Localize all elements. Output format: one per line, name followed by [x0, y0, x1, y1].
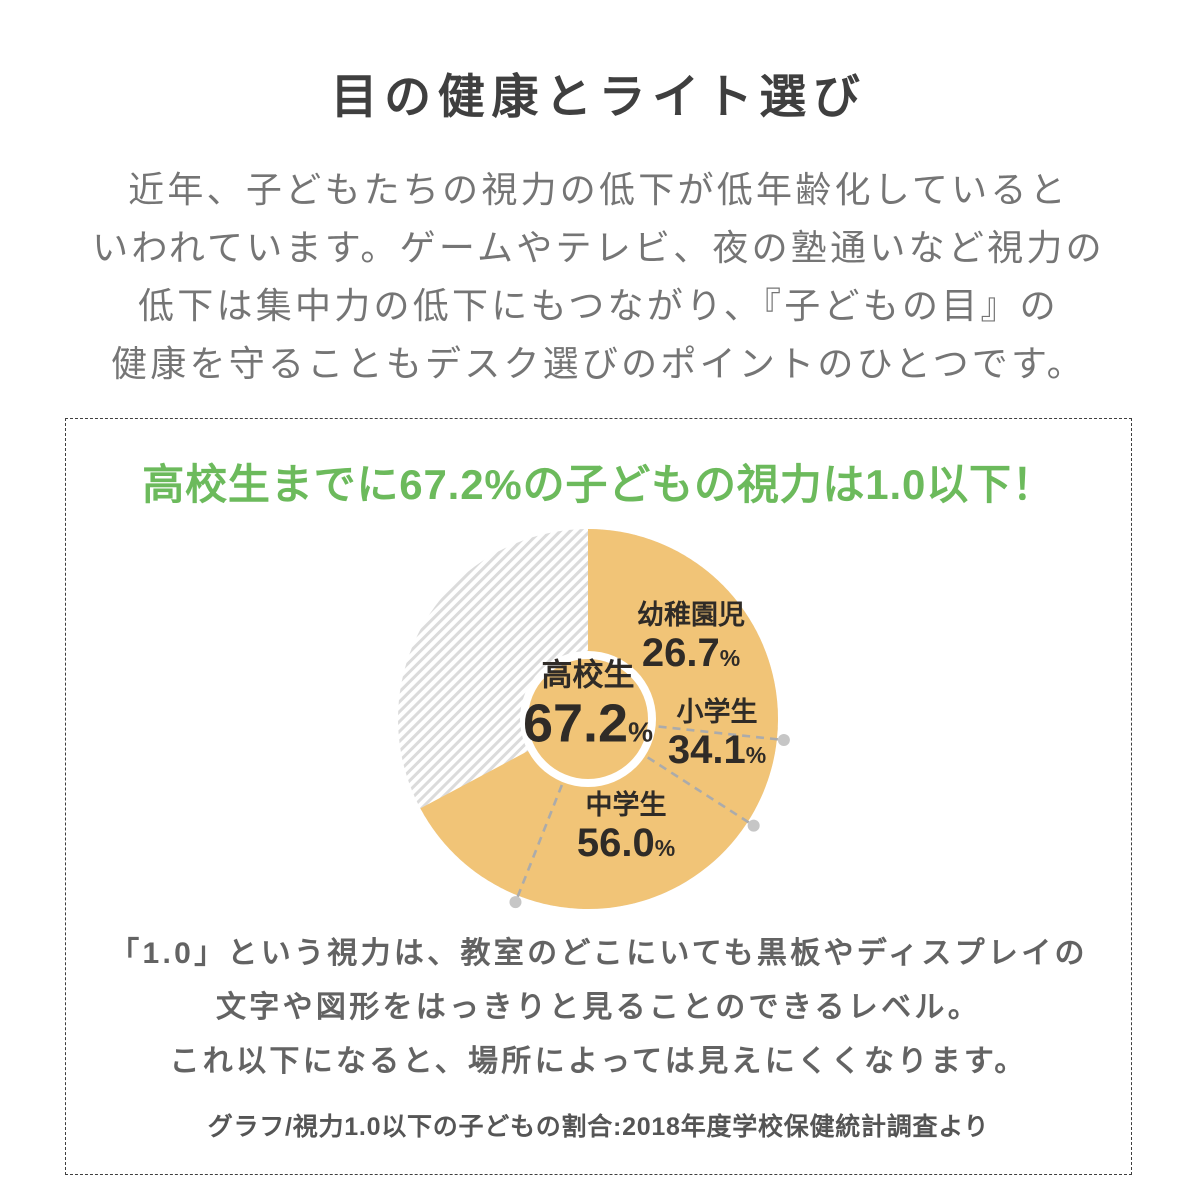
- explanation-line: 「1.0」という視力は、教室のどこにいても黒板やディスプレイの: [109, 937, 1088, 970]
- intro-line: 健康を守ることもデスク選びのポイントのひとつです。: [111, 343, 1086, 384]
- chart-headline: 高校生までに67.2%の子どもの視力は1.0以下！: [142, 461, 1055, 508]
- pie-divider-line: [647, 756, 752, 825]
- pie-label-value: 56.0%: [576, 820, 676, 865]
- pie-marker-dot: [747, 819, 760, 832]
- explanation-line: 文字や図形をはっきりと見ることのできるレベル。: [216, 991, 981, 1024]
- pie-label-value: 26.7%: [641, 630, 741, 675]
- percent-sign: %: [654, 834, 676, 861]
- intro-line: いわれています。ゲームやテレビ、夜の塾通いなど視力の: [92, 227, 1105, 268]
- pie-marker-dot: [777, 734, 790, 746]
- pie-label-middle-school: 中学生 56.0%: [576, 789, 676, 865]
- percent-sign: %: [745, 741, 767, 768]
- pie-label-kindergarten: 幼稚園児 26.7%: [637, 599, 745, 675]
- explanation-line: これ以下になると、場所によっては見えにくくなります。: [169, 1045, 1028, 1078]
- intro-line: 近年、子どもたちの視力の低下が低年齢化していると: [128, 169, 1069, 210]
- pie-label-name: 幼稚園児: [637, 599, 745, 630]
- pie-divider-line: [658, 725, 781, 741]
- info-box: 高校生までに67.2%の子どもの視力は1.0以下！ 幼稚園児 26.7% 小学生…: [65, 418, 1132, 1175]
- pie-chart: [398, 529, 790, 909]
- pie-center-disc: [528, 659, 648, 779]
- explanation-text: 「1.0」という視力は、教室のどこにいても黒板やディスプレイの 文字や図形をはっ…: [66, 927, 1131, 1089]
- percent-sign: %: [628, 717, 654, 749]
- pie-label-name: 高校生: [541, 657, 635, 693]
- pie-label-name: 小学生: [676, 696, 758, 727]
- pie-marker-dot: [509, 896, 522, 909]
- pie-divider-lines-and-dots: [509, 725, 790, 909]
- intro-line: 低下は集中力の低下にもつながり、『子どもの目』の: [138, 285, 1059, 326]
- pie-center-label-high-school: 高校生 67.2%: [522, 657, 654, 755]
- pie-divider-line: [515, 784, 564, 899]
- page-title: 目の健康とライト選び: [330, 70, 867, 123]
- chart-source: グラフ/視力1.0以下の子どもの割合:2018年度学校保健統計調査より: [207, 1113, 990, 1141]
- percent-sign: %: [719, 644, 741, 671]
- intro-paragraph: 近年、子どもたちの視力の低下が低年齢化していると いわれています。ゲームやテレビ…: [0, 161, 1197, 393]
- pie-label-value: 34.1%: [667, 727, 767, 772]
- pie-label-name: 中学生: [585, 789, 667, 820]
- pie-label-value: 67.2%: [522, 694, 654, 755]
- pie-label-elementary: 小学生 34.1%: [667, 696, 767, 772]
